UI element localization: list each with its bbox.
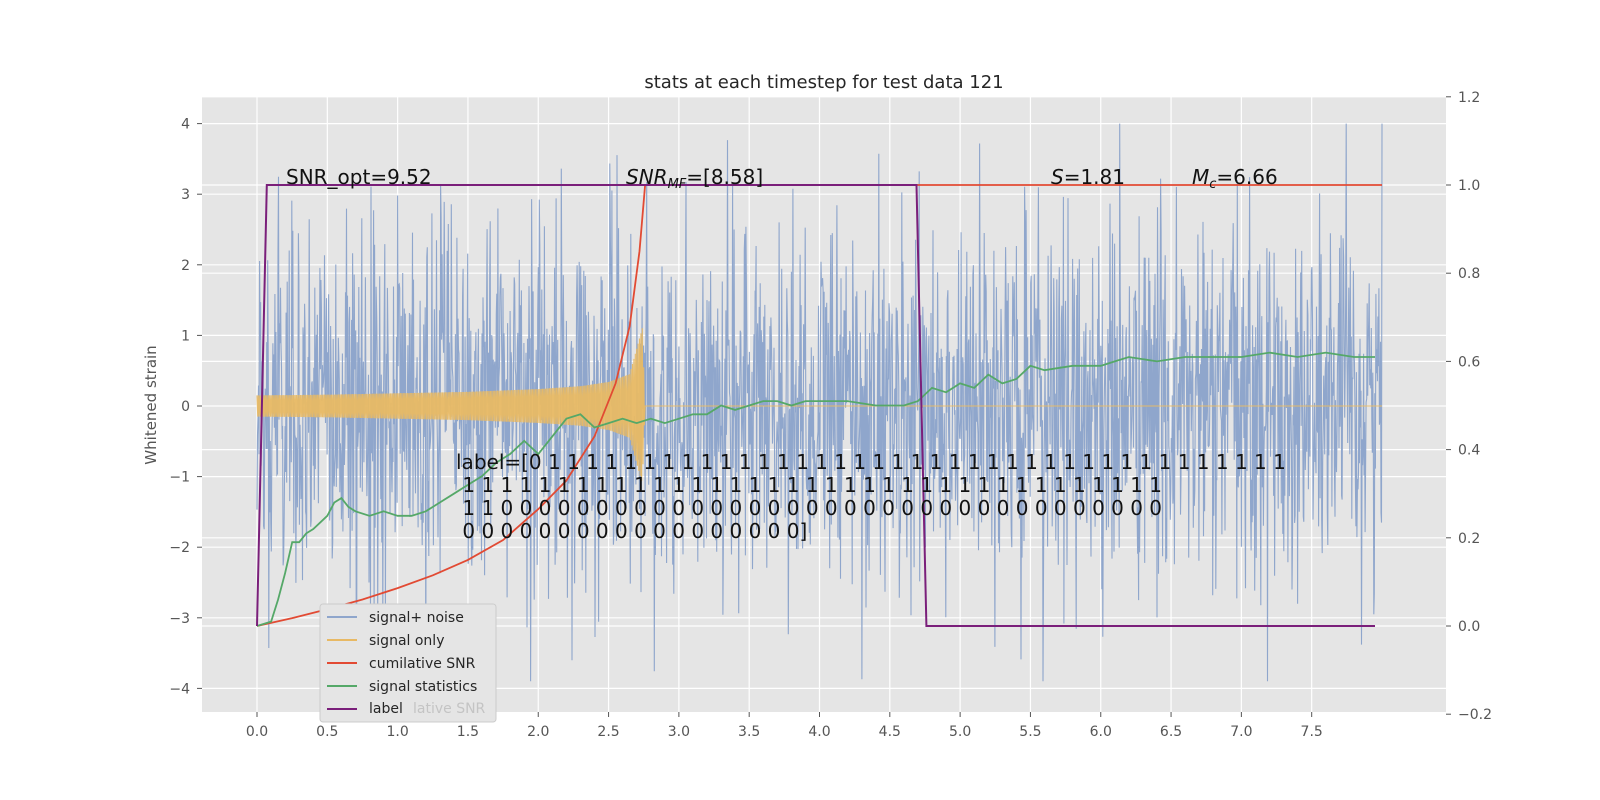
annotation-snr-mf: SNRMF=[8.58] xyxy=(626,165,763,192)
y-tick-label: 2 xyxy=(181,258,190,274)
x-tick-label: 7.0 xyxy=(1230,724,1252,740)
label-text-line-3: 1 1 0 0 0 0 0 0 0 0 0 0 0 0 0 0 0 0 0 0 … xyxy=(456,496,1162,520)
label-text-line-2: 1 1 1 1 1 1 1 1 1 1 1 1 1 1 1 1 1 1 1 1 … xyxy=(456,473,1162,497)
x-tick-label: 6.5 xyxy=(1160,724,1182,740)
x-tick-label: 6.0 xyxy=(1090,724,1112,740)
x-tick-label: 7.5 xyxy=(1301,724,1323,740)
y2-tick-label: 0.0 xyxy=(1458,619,1480,635)
y-tick-label: −2 xyxy=(169,540,190,556)
y2-tick-label: 0.4 xyxy=(1458,443,1480,459)
y2-tick-label: 1.0 xyxy=(1458,178,1480,194)
signal-only-line xyxy=(256,328,1382,482)
y2-tick-label: 0.8 xyxy=(1458,266,1480,282)
legend-label-signal-plus-noise: signal+ noise xyxy=(369,610,464,626)
y-tick-label: 1 xyxy=(181,328,190,344)
series-label xyxy=(256,184,1375,627)
series-signal-statistics xyxy=(256,351,1375,627)
legend: lative SNR signal+ noise signal only cum… xyxy=(319,603,497,723)
y-tick-label: 4 xyxy=(181,117,190,133)
x-tick-label: 3.5 xyxy=(738,724,760,740)
annotation-snr-mf-sub: MF xyxy=(668,177,687,192)
x-tick-label: 0.0 xyxy=(246,724,268,740)
x-tick-label: 2.0 xyxy=(527,724,549,740)
legend-label-signal-only: signal only xyxy=(369,633,444,649)
signal-statistics-line xyxy=(256,351,1375,627)
legend-label-cumulative-snr: cumilative SNR xyxy=(369,656,476,672)
y-tick-label: −3 xyxy=(169,611,190,627)
signal-plus-noise-line xyxy=(256,123,1383,682)
y2-tick-label: 0.2 xyxy=(1458,531,1480,547)
y-tick-label: 0 xyxy=(181,399,190,415)
annotation-mc-sub: c xyxy=(1209,177,1216,192)
annotation-mc-value: =6.66 xyxy=(1216,165,1277,189)
x-tick-label: 4.0 xyxy=(808,724,830,740)
annotation-snr-mf-value: =[8.58] xyxy=(686,165,763,189)
y-tick-label: −1 xyxy=(169,470,190,486)
legend-ghost-text: lative SNR xyxy=(413,701,486,717)
x-tick-label: 0.5 xyxy=(316,724,338,740)
label-line xyxy=(256,184,1375,627)
x-tick-label: 5.0 xyxy=(949,724,971,740)
annotation-s-value: =1.81 xyxy=(1064,165,1125,189)
y-axis-label: Whitened strain xyxy=(142,345,160,464)
y-axis-ticks: 4 3 2 1 0 −1 −2 −3 −4 xyxy=(169,117,202,697)
y-tick-label: −4 xyxy=(169,681,190,697)
y-tick-label: 3 xyxy=(181,187,190,203)
annotation-snr-opt: SNR_opt=9.52 xyxy=(286,165,432,189)
annotation-mc: Mc=6.66 xyxy=(1192,165,1278,192)
legend-box xyxy=(319,603,497,723)
x-tick-label: 4.5 xyxy=(879,724,901,740)
x-axis-ticks: 0.0 0.5 1.0 1.5 2.0 2.5 3.0 3.5 4.0 4.5 5.0 5.5 6.0 6… xyxy=(246,712,1323,740)
x-tick-label: 5.5 xyxy=(1019,724,1041,740)
x-tick-label: 1.0 xyxy=(386,724,408,740)
label-text-line-1: label=[0 1 1 1 1 1 1 1 1 1 1 1 1 1 1 1 1… xyxy=(456,450,1286,474)
annotation-s-sym: S xyxy=(1051,165,1064,189)
label-text-line-4: 0 0 0 0 0 0 0 0 0 0 0 0 0 0 0 0 0 0] xyxy=(456,519,807,543)
y2-tick-label: 1.2 xyxy=(1458,90,1480,106)
annotation-snr-mf-sym: SNR xyxy=(626,165,668,189)
annotation-s: S=1.81 xyxy=(1051,165,1125,189)
series-signal-plus-noise xyxy=(256,123,1383,682)
x-tick-label: 2.5 xyxy=(597,724,619,740)
y2-axis-ticks: 1.2 1.0 0.8 0.6 0.4 0.2 0.0 −0.2 xyxy=(1446,90,1492,723)
annotation-mc-sym: M xyxy=(1192,165,1209,189)
chart-title: stats at each timestep for test data 121 xyxy=(644,72,1003,93)
series-signal-only xyxy=(256,328,1382,482)
legend-label-signal-statistics: signal statistics xyxy=(369,679,477,695)
x-tick-label: 1.5 xyxy=(457,724,479,740)
legend-label-label: label xyxy=(369,701,403,717)
y2-tick-label: −0.2 xyxy=(1458,707,1492,723)
y2-tick-label: 0.6 xyxy=(1458,354,1480,370)
x-tick-label: 3.0 xyxy=(668,724,690,740)
